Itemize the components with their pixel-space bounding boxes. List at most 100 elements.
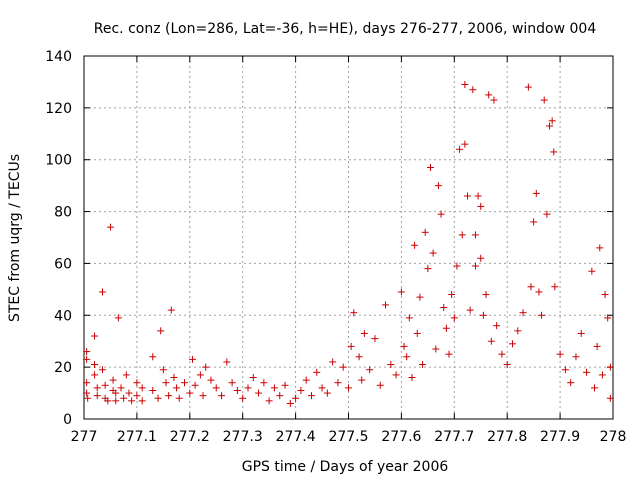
data-point bbox=[83, 389, 91, 397]
data-point bbox=[91, 332, 99, 340]
data-point bbox=[424, 265, 432, 273]
data-point bbox=[471, 231, 479, 239]
data-point bbox=[440, 304, 448, 312]
x-tick-label: 277.8 bbox=[487, 429, 527, 445]
y-tick-label: 20 bbox=[54, 360, 72, 376]
data-point bbox=[397, 288, 405, 296]
data-point bbox=[403, 353, 411, 361]
data-point bbox=[556, 350, 564, 358]
y-tick-label: 100 bbox=[45, 153, 72, 169]
data-point bbox=[297, 386, 305, 394]
data-point bbox=[125, 389, 133, 397]
data-point bbox=[133, 392, 141, 400]
data-point bbox=[159, 366, 167, 374]
data-point bbox=[519, 309, 527, 317]
data-point bbox=[567, 379, 575, 387]
data-point bbox=[350, 309, 358, 317]
data-point bbox=[453, 262, 461, 270]
data-point bbox=[376, 381, 384, 389]
data-point bbox=[188, 355, 196, 363]
data-point bbox=[355, 353, 363, 361]
data-point bbox=[83, 355, 91, 363]
data-point bbox=[91, 371, 99, 379]
data-point bbox=[503, 361, 511, 369]
y-tick-label: 0 bbox=[63, 412, 72, 428]
data-point bbox=[508, 340, 516, 348]
data-point bbox=[286, 399, 294, 407]
data-point bbox=[138, 384, 146, 392]
data-point bbox=[445, 350, 453, 358]
data-point bbox=[99, 288, 107, 296]
data-point bbox=[458, 231, 466, 239]
x-tick-label: 277.6 bbox=[381, 429, 421, 445]
data-point bbox=[207, 376, 215, 384]
data-point bbox=[532, 189, 540, 197]
data-point bbox=[405, 314, 413, 322]
data-point bbox=[413, 329, 421, 337]
data-point bbox=[583, 368, 591, 376]
data-point bbox=[461, 81, 469, 89]
data-point bbox=[479, 311, 487, 319]
data-point bbox=[112, 397, 120, 405]
data-point bbox=[228, 379, 236, 387]
data-point bbox=[477, 202, 485, 210]
data-point bbox=[307, 392, 315, 400]
data-point bbox=[170, 374, 178, 382]
data-point bbox=[551, 283, 559, 291]
data-point bbox=[249, 374, 257, 382]
data-point bbox=[99, 366, 107, 374]
x-tick-labels: 277 277.1 277.2 277.3 277.4 277.5 277.6 277.7 27… bbox=[71, 429, 627, 445]
data-point bbox=[244, 384, 252, 392]
data-point bbox=[477, 254, 485, 262]
data-point bbox=[104, 397, 112, 405]
data-point bbox=[313, 368, 321, 376]
x-tick-label: 277.5 bbox=[328, 429, 368, 445]
data-point bbox=[550, 148, 558, 156]
data-point bbox=[281, 381, 289, 389]
x-axis-label: GPS time / Days of year 2006 bbox=[242, 459, 449, 475]
y-tick-label: 120 bbox=[45, 101, 72, 117]
data-points bbox=[83, 81, 614, 407]
data-point bbox=[302, 376, 310, 384]
data-point bbox=[604, 314, 612, 322]
data-point bbox=[590, 384, 598, 392]
data-point bbox=[366, 366, 374, 374]
data-point bbox=[114, 314, 122, 322]
x-tick-label: 277.9 bbox=[540, 429, 580, 445]
data-point bbox=[490, 96, 498, 104]
data-point bbox=[149, 353, 157, 361]
y-tick-label: 80 bbox=[54, 205, 72, 221]
data-point bbox=[524, 83, 532, 91]
data-point bbox=[601, 291, 609, 299]
data-point bbox=[514, 327, 522, 335]
grid bbox=[84, 56, 613, 419]
data-point bbox=[233, 386, 241, 394]
data-point bbox=[347, 342, 355, 350]
data-point bbox=[218, 392, 226, 400]
data-point bbox=[175, 394, 183, 402]
data-point bbox=[112, 389, 120, 397]
data-point bbox=[419, 361, 427, 369]
data-point bbox=[276, 392, 284, 400]
data-point bbox=[84, 394, 92, 402]
data-point bbox=[387, 361, 395, 369]
x-tick-label: 278 bbox=[600, 429, 627, 445]
data-point bbox=[442, 324, 450, 332]
x-tick-label: 277.2 bbox=[170, 429, 210, 445]
data-point bbox=[196, 371, 204, 379]
data-point bbox=[345, 384, 352, 392]
data-point bbox=[167, 306, 175, 314]
data-point bbox=[91, 361, 99, 369]
x-tick-label: 277.3 bbox=[223, 429, 263, 445]
data-point bbox=[93, 392, 101, 400]
data-point bbox=[329, 358, 337, 366]
data-point bbox=[173, 384, 181, 392]
data-point bbox=[561, 366, 569, 374]
data-point bbox=[270, 384, 278, 392]
data-point bbox=[223, 358, 231, 366]
data-point bbox=[358, 376, 366, 384]
data-point bbox=[466, 306, 474, 314]
data-point bbox=[128, 397, 136, 405]
data-point bbox=[548, 117, 556, 125]
data-point bbox=[120, 394, 128, 402]
